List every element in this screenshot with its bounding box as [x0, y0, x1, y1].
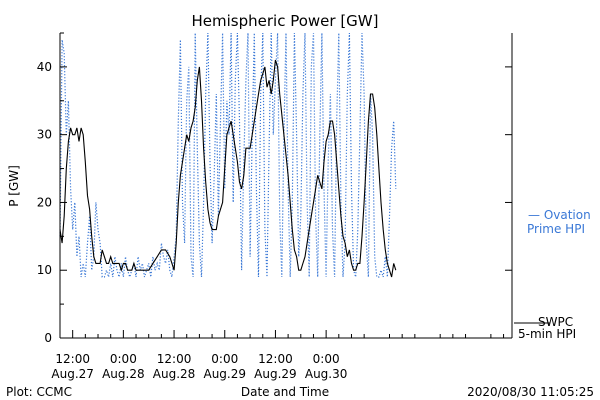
y-axis-ticks: 0 10 20 30 40 [37, 32, 512, 345]
x-tick-label-date: Aug.30 [305, 367, 348, 381]
x-tick-label-time: 12:00 [157, 352, 192, 366]
legend-ovation-line2: Prime HPI [527, 222, 585, 236]
y-axis-label: P [GW] [7, 165, 21, 207]
x-axis-title: Date and Time [241, 385, 329, 399]
y-tick-label: 0 [44, 331, 52, 345]
series-line-swpc-5min-hpi [59, 59, 397, 278]
x-tick-label-date: Aug.28 [102, 367, 145, 381]
legend-swpc-line2: 5-min HPI [518, 327, 576, 341]
timestamp: 2020/08/30 11:05:25 [467, 385, 594, 399]
x-tick-label-date: Aug.28 [153, 367, 196, 381]
x-tick-label-time: 12:00 [258, 352, 293, 366]
x-tick-label-time: 0:00 [211, 352, 238, 366]
x-tick-label-date: Aug.29 [203, 367, 246, 381]
y-tick-label: 40 [37, 60, 52, 74]
x-tick-label-date: Aug.27 [51, 367, 94, 381]
x-tick-label-time: 0:00 [313, 352, 340, 366]
chart-title: Hemispheric Power [GW] [192, 12, 379, 30]
y-tick-label: 10 [37, 263, 52, 277]
y-tick-label: 30 [37, 128, 52, 142]
plot-area [60, 33, 512, 338]
legend-ovation-line1: — Ovation [528, 208, 591, 222]
y-tick-label: 20 [37, 195, 52, 209]
plot-credit: Plot: CCMC [6, 385, 72, 399]
x-tick-label-date: Aug.29 [254, 367, 297, 381]
x-tick-label-time: 0:00 [110, 352, 137, 366]
legend-swpc-line1: SWPC [538, 315, 573, 329]
x-axis-ticks: 12:00Aug.270:00Aug.2812:00Aug.280:00Aug.… [51, 330, 505, 381]
x-tick-label-time: 12:00 [55, 352, 90, 366]
